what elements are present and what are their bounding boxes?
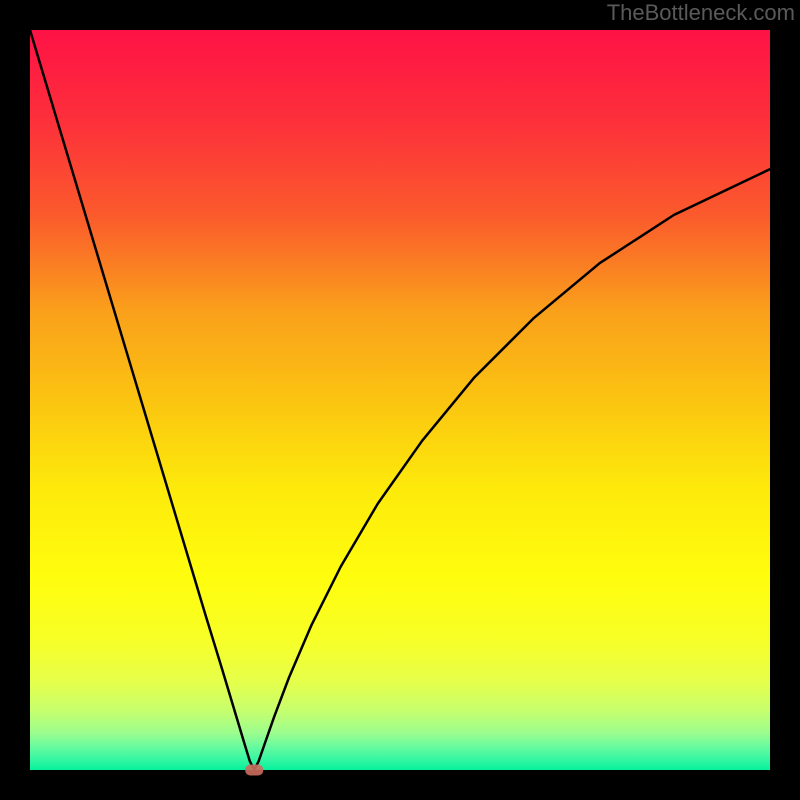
bottleneck-chart — [0, 0, 800, 800]
attribution-text: TheBottleneck.com — [607, 0, 795, 26]
chart-container: TheBottleneck.com — [0, 0, 800, 800]
minimum-marker — [245, 765, 263, 776]
